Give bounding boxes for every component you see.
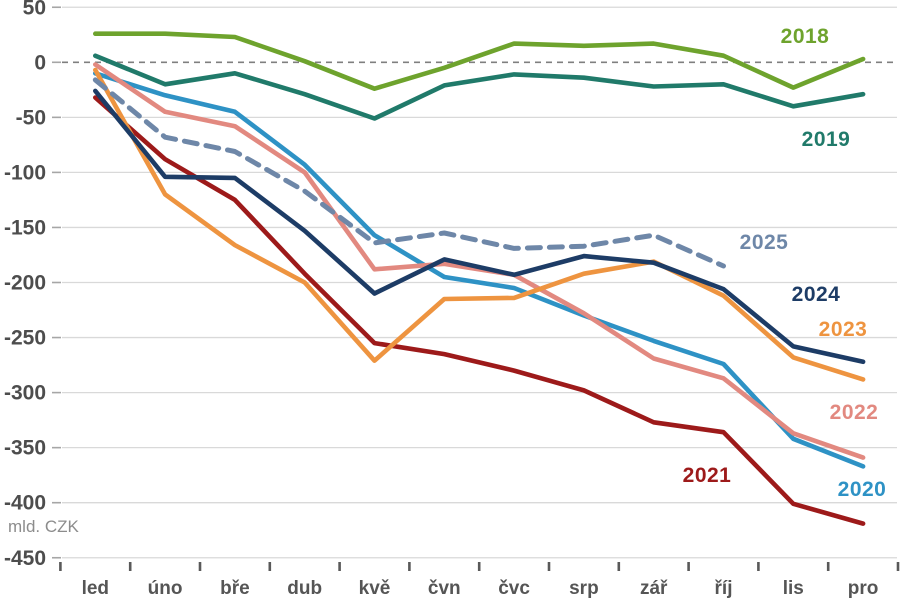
unit-label: mld. CZK <box>8 517 80 536</box>
month-label: dub <box>287 578 322 599</box>
month-label: led <box>82 578 109 599</box>
month-label: zář <box>640 578 668 599</box>
series-label-2020: 2020 <box>838 478 887 501</box>
month-label: lis <box>783 578 804 599</box>
series-label-2024: 2024 <box>792 283 841 306</box>
month-label: úno <box>148 578 183 599</box>
series-label-2021: 2021 <box>683 464 732 487</box>
y-axis-label: -350 <box>4 437 46 460</box>
series-label-2018: 2018 <box>781 25 830 48</box>
month-label: čvc <box>498 578 530 599</box>
y-axis-label: -150 <box>4 216 46 239</box>
y-axis-label: -300 <box>4 382 46 405</box>
axis-layer: 50 0 -50 -100 -150 -200 -250 -300 -350 -400 -450 le… <box>4 0 900 599</box>
month-label: čvn <box>428 578 461 599</box>
month-label: srp <box>569 578 599 599</box>
y-axis-label: 50 <box>23 0 46 19</box>
line-2024 <box>93 88 866 365</box>
series-layer <box>92 31 866 526</box>
month-label: pro <box>848 578 879 599</box>
line-2019 <box>93 53 866 121</box>
y-axis-label: 0 <box>34 51 46 74</box>
y-axis-label: -100 <box>4 161 46 184</box>
y-axis-label: -200 <box>4 272 46 295</box>
series-label-2022: 2022 <box>830 401 879 424</box>
y-axis-label: -400 <box>4 492 46 515</box>
line-2023 <box>93 67 866 382</box>
month-label: bře <box>220 578 250 599</box>
line-2020 <box>93 71 866 469</box>
series-label-2023: 2023 <box>819 318 868 341</box>
line-2018 <box>93 31 866 91</box>
line-2021 <box>93 95 866 526</box>
line-2025 <box>92 77 726 269</box>
series-label-2025: 2025 <box>740 231 789 254</box>
month-label: kvě <box>359 578 391 599</box>
y-axis-label: -450 <box>4 547 46 570</box>
y-axis-label: -250 <box>4 327 46 350</box>
y-axis-label: -50 <box>16 106 46 129</box>
line-2022 <box>93 62 866 460</box>
month-label: říj <box>715 578 733 599</box>
label-layer: 2018 2019 2021 2020 2022 2023 2024 2025 <box>683 25 887 501</box>
series-label-2019: 2019 <box>802 128 851 151</box>
